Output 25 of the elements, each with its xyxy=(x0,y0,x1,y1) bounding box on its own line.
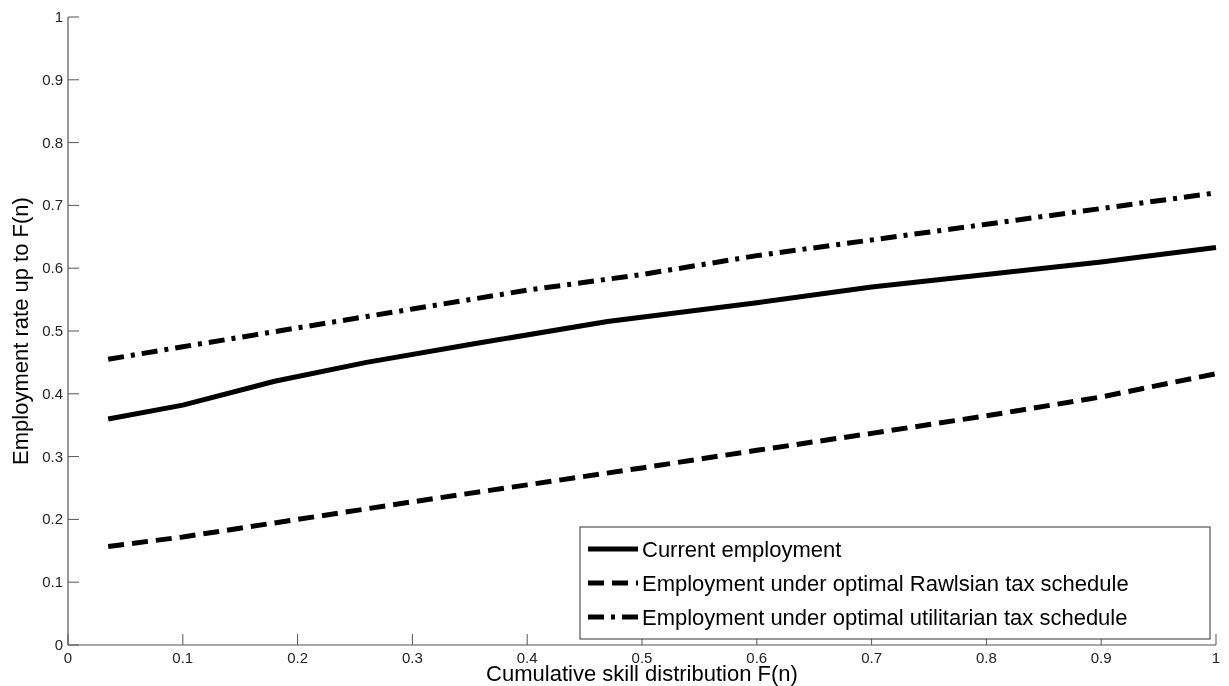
y-tick-label: 0.4 xyxy=(42,384,63,402)
y-tick-label: 0.1 xyxy=(42,573,63,591)
x-tick-label: 0.6 xyxy=(746,649,768,666)
x-tick-label: 0.9 xyxy=(1090,649,1112,666)
x-tick-label: 0.1 xyxy=(172,649,194,666)
legend-label: Current employment xyxy=(642,537,842,562)
y-tick-label: 0.2 xyxy=(42,510,63,528)
x-tick-label: 0.5 xyxy=(631,649,653,666)
y-tick-label: 0.8 xyxy=(42,133,63,151)
y-tick-label: 0 xyxy=(54,636,63,653)
legend-label: Employment under optimal Rawlsian tax schedule xyxy=(642,571,1129,596)
x-tick-label: 0.4 xyxy=(516,649,538,666)
y-axis-title: Employment rate up to F(n) xyxy=(8,197,33,465)
x-tick-label: 0.7 xyxy=(861,649,883,666)
y-tick-label: 0.3 xyxy=(42,447,63,465)
legend-label: Employment under optimal utilitarian tax schedule xyxy=(642,605,1128,630)
y-tick-label: 0.6 xyxy=(42,259,63,277)
y-tick-label: 0.9 xyxy=(42,70,63,88)
x-tick-label: 0.8 xyxy=(975,649,997,666)
y-tick-label: 1 xyxy=(54,8,63,25)
y-tick-label: 0.5 xyxy=(42,322,63,339)
x-tick-label: 0.3 xyxy=(401,649,423,666)
x-tick-label: 1 xyxy=(1211,649,1221,666)
x-tick-label: 0.2 xyxy=(287,649,309,666)
y-tick-label: 0.7 xyxy=(42,196,63,214)
